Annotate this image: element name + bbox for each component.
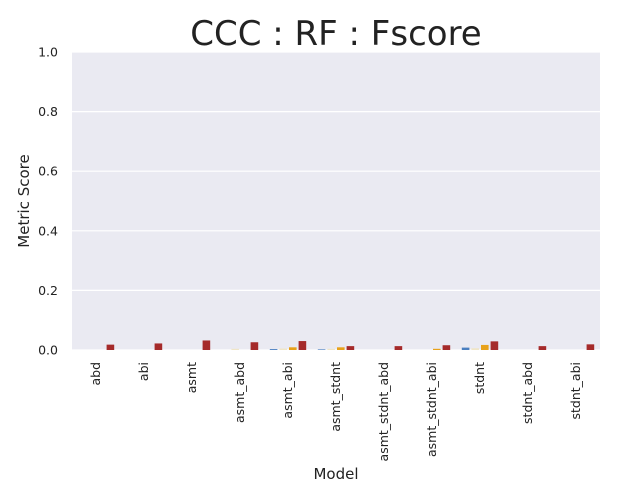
x-tick-label: stdnt_abd bbox=[520, 362, 535, 424]
x-tick-label: asmt_stdnt_abi bbox=[424, 362, 439, 457]
bar-asmt_abd-3 bbox=[250, 342, 259, 350]
bar-asmt_stdnt-3 bbox=[346, 346, 355, 350]
x-tick-label: asmt_abd bbox=[232, 362, 247, 423]
bar-asmt_stdnt_abi-3 bbox=[442, 345, 451, 350]
bar-asmt_stdnt-2 bbox=[337, 347, 345, 350]
bar-asmt_stdnt-0 bbox=[317, 349, 326, 350]
x-tick-label: stdnt_abi bbox=[568, 362, 583, 420]
bar-asmt_abi-1 bbox=[279, 348, 287, 350]
x-tick-label: asmt_stdnt_abd bbox=[376, 362, 391, 461]
bar-asmt_stdnt_abd-3 bbox=[394, 346, 403, 350]
bar-asmt-3 bbox=[202, 340, 211, 350]
bar-stdnt_abd-3 bbox=[538, 346, 547, 350]
bar-abi-3 bbox=[154, 343, 163, 350]
bar-asmt_abi-2 bbox=[289, 347, 297, 350]
x-tick-label: abd bbox=[88, 362, 103, 386]
bar-asmt_abd-1 bbox=[231, 348, 239, 350]
y-tick-label: 0.6 bbox=[38, 164, 58, 179]
bars bbox=[106, 340, 595, 350]
grid bbox=[72, 51, 600, 351]
bar-stdnt-3 bbox=[490, 341, 499, 350]
y-tick-label: 0.2 bbox=[38, 283, 58, 298]
y-axis-label: Metric Score bbox=[15, 154, 33, 247]
bar-asmt_stdnt_abi-2 bbox=[433, 348, 441, 350]
bar-stdnt-2 bbox=[481, 344, 489, 350]
y-tick-label: 0.8 bbox=[38, 104, 58, 119]
x-tick-label: abi bbox=[136, 362, 151, 381]
bar-stdnt-0 bbox=[461, 347, 470, 350]
x-axis-label: Model bbox=[313, 465, 358, 483]
bar-abd-3 bbox=[106, 344, 115, 350]
y-tick-label: 0.0 bbox=[38, 343, 58, 358]
x-tick-label: stdnt bbox=[472, 362, 487, 394]
chart-title: CCC : RF : Fscore bbox=[190, 14, 481, 54]
bar-asmt_abi-3 bbox=[298, 341, 307, 350]
plot-area bbox=[72, 52, 600, 350]
y-axis: 0.0 0.2 0.4 0.6 0.8 1.0 bbox=[38, 45, 58, 358]
x-axis: abd abi asmt asmt_abd asmt_abi asmt_stdnt asmt… bbox=[88, 362, 583, 462]
x-tick-label: asmt_abi bbox=[280, 362, 295, 419]
bar-stdnt_abi-3 bbox=[586, 344, 595, 350]
x-tick-label: asmt_stdnt bbox=[328, 362, 343, 432]
bar-stdnt-1 bbox=[471, 348, 479, 350]
x-tick-label: asmt bbox=[184, 362, 199, 393]
bar-asmt_stdnt-1 bbox=[327, 348, 335, 350]
y-tick-label: 0.4 bbox=[38, 223, 58, 238]
y-tick-label: 1.0 bbox=[38, 45, 58, 60]
bar-asmt_abi-0 bbox=[269, 349, 278, 350]
